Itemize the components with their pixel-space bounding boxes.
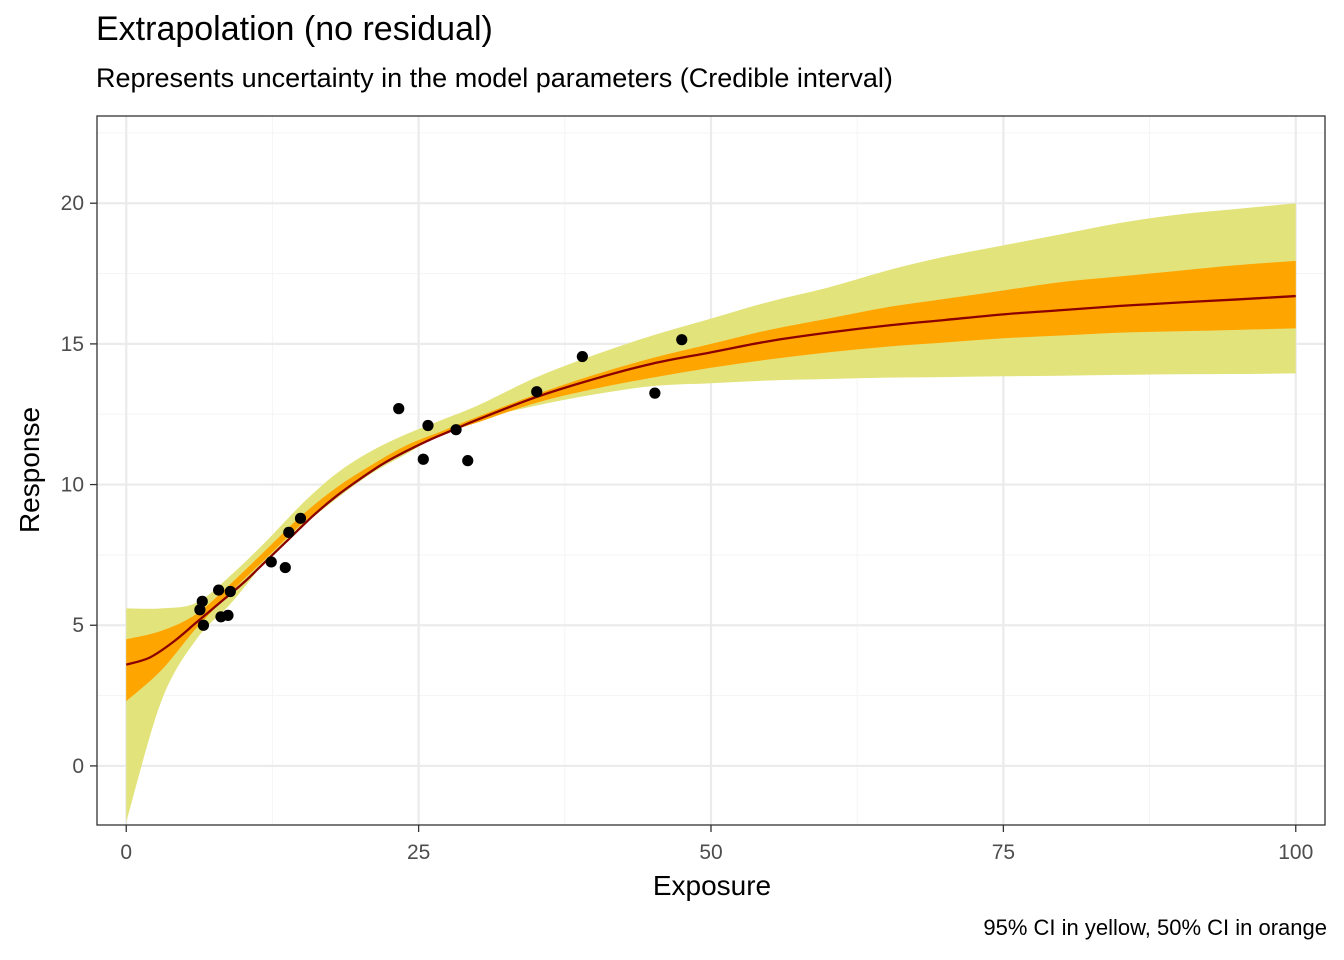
y-tick-label: 0 [72,755,84,778]
ci95-band [126,203,1296,823]
data-points [194,334,688,631]
x-tick-label: 100 [1278,841,1313,864]
x-tick-label: 50 [699,841,722,864]
x-axis-title: Exposure [653,870,771,901]
data-point [213,584,225,596]
data-point [462,455,474,467]
y-tick-label: 20 [61,192,84,215]
data-point [265,556,277,568]
x-tick-label: 0 [120,841,132,864]
ci50-band [126,260,1296,702]
chart-caption: 95% CI in yellow, 50% CI in orange [983,915,1327,940]
x-tick-label: 75 [992,841,1015,864]
data-point [283,526,295,538]
y-tick-label: 15 [61,333,84,356]
data-point [294,512,307,524]
chart-subtitle: Represents uncertainty in the model para… [96,63,893,93]
data-point [194,604,206,616]
y-axis-ticks: 0 5 10 15 20 [61,192,97,778]
data-point [222,609,234,621]
data-point [196,595,208,607]
data-point [417,453,429,465]
y-axis-title: Response [14,407,45,533]
data-point [531,386,543,398]
chart-title: Extrapolation (no residual) [96,10,493,48]
x-axis-ticks: 0 25 50 75 100 [120,825,1313,864]
data-point [197,619,210,631]
y-tick-label: 10 [61,474,84,497]
y-tick-label: 5 [72,614,84,637]
data-point [279,561,291,574]
data-point [450,424,462,436]
data-point [422,419,434,432]
median-line [125,294,1296,666]
x-tick-label: 25 [407,841,430,864]
data-point [393,403,405,415]
data-point [676,334,688,346]
data-point [224,585,236,598]
data-point [649,387,661,399]
data-point [576,350,588,363]
